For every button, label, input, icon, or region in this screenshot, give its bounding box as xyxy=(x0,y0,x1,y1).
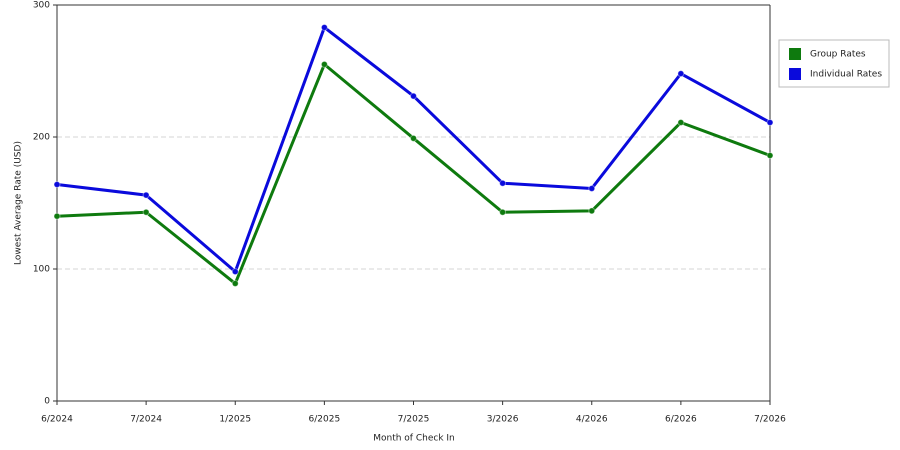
x-tick-label: 3/2026 xyxy=(487,415,519,425)
x-tick-label: 6/2024 xyxy=(41,415,73,425)
data-point xyxy=(231,280,239,288)
data-point xyxy=(410,92,417,100)
data-point xyxy=(231,268,239,276)
x-tick-label: 1/2025 xyxy=(219,415,251,425)
x-tick-label: 4/2026 xyxy=(576,415,608,425)
data-point xyxy=(499,179,507,187)
x-tick-label: 7/2024 xyxy=(130,415,162,425)
x-axis-label: Month of Check In xyxy=(373,434,455,444)
data-point xyxy=(766,118,774,126)
data-point xyxy=(142,208,150,216)
y-tick-label: 0 xyxy=(44,397,50,407)
x-tick-label: 7/2025 xyxy=(398,415,430,425)
series-line xyxy=(56,25,771,274)
data-point xyxy=(142,191,150,199)
data-point xyxy=(677,70,685,78)
x-tick-label: 7/2026 xyxy=(754,415,786,425)
y-tick-label: 300 xyxy=(33,1,50,11)
data-point xyxy=(320,60,328,68)
data-point xyxy=(588,207,596,215)
data-point xyxy=(320,23,328,31)
data-point xyxy=(53,181,61,189)
data-point xyxy=(410,134,417,142)
data-point xyxy=(53,212,61,220)
legend-swatch xyxy=(789,68,801,80)
legend-swatch xyxy=(789,48,801,60)
y-tick-label: 200 xyxy=(33,133,50,143)
x-tick-label: 6/2025 xyxy=(309,415,341,425)
data-point xyxy=(588,184,596,192)
y-axis-label: Lowest Average Rate (USD) xyxy=(14,141,24,265)
x-tick-label: 6/2026 xyxy=(665,415,697,425)
legend-label: Group Rates xyxy=(810,50,866,60)
data-point xyxy=(677,118,685,126)
data-point xyxy=(766,151,774,159)
legend-label: Individual Rates xyxy=(810,70,882,80)
data-point xyxy=(499,208,507,216)
y-tick-label: 100 xyxy=(33,265,50,275)
